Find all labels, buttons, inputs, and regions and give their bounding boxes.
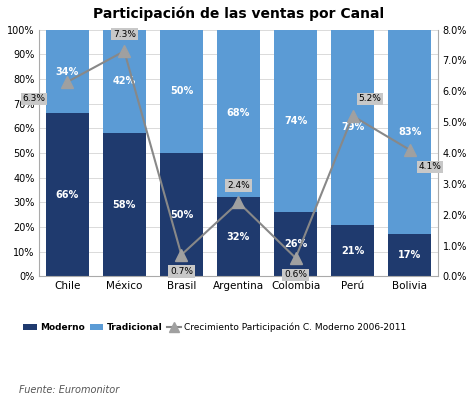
Text: 68%: 68%	[227, 108, 250, 118]
Bar	[331, 29, 374, 225]
Text: 32%: 32%	[227, 232, 250, 242]
Text: 0.6%: 0.6%	[284, 270, 307, 279]
Text: 42%: 42%	[113, 76, 136, 87]
Legend: Moderno, Tradicional, Crecimiento Participación C. Moderno 2006-2011: Moderno, Tradicional, Crecimiento Partic…	[23, 323, 406, 332]
Title: Participación de las ventas por Canal: Participación de las ventas por Canal	[93, 7, 384, 21]
Text: 0.7%: 0.7%	[170, 267, 193, 276]
Text: 66%: 66%	[55, 190, 79, 200]
Bar	[274, 212, 317, 276]
Bar	[160, 153, 203, 276]
Text: 58%: 58%	[113, 200, 136, 210]
Text: 26%: 26%	[284, 239, 307, 249]
Bar	[160, 29, 203, 153]
Bar	[217, 197, 260, 276]
Text: 34%: 34%	[55, 67, 79, 77]
Text: 74%: 74%	[284, 116, 307, 126]
Bar	[331, 225, 374, 276]
Bar	[46, 114, 89, 276]
Bar	[388, 235, 431, 276]
Text: 83%: 83%	[398, 127, 421, 137]
Text: Fuente: Euromonitor: Fuente: Euromonitor	[19, 385, 119, 395]
Text: 6.3%: 6.3%	[22, 94, 46, 104]
Bar	[388, 29, 431, 235]
Bar	[103, 133, 146, 276]
Text: 21%: 21%	[341, 245, 365, 256]
Bar	[217, 29, 260, 197]
Text: 2.4%: 2.4%	[227, 181, 250, 190]
Text: 79%: 79%	[341, 122, 365, 132]
Text: 50%: 50%	[170, 210, 193, 220]
Bar	[274, 29, 317, 212]
Text: 7.3%: 7.3%	[113, 30, 136, 39]
Text: 50%: 50%	[170, 86, 193, 96]
Text: 17%: 17%	[398, 251, 421, 260]
Bar	[103, 29, 146, 133]
Bar	[46, 29, 89, 114]
Text: 5.2%: 5.2%	[358, 94, 381, 104]
Text: 4.1%: 4.1%	[419, 162, 441, 172]
